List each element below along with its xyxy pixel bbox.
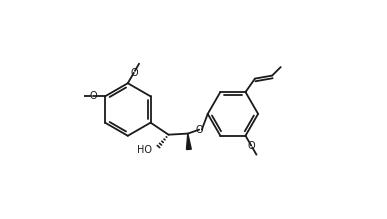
Text: O: O: [247, 141, 255, 150]
Text: O: O: [130, 68, 138, 78]
Polygon shape: [187, 134, 191, 150]
Text: O: O: [89, 91, 97, 101]
Text: O: O: [195, 125, 203, 135]
Text: HO: HO: [137, 145, 152, 155]
